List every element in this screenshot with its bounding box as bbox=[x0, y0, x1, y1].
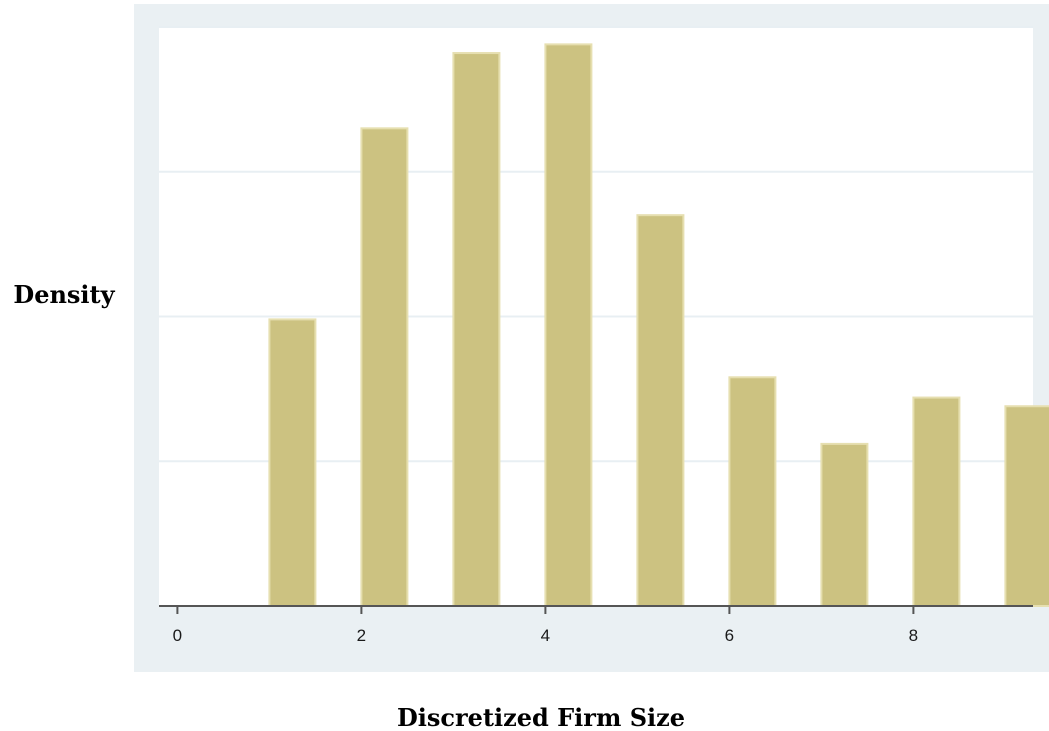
y-axis-label: Density bbox=[13, 280, 115, 309]
bar bbox=[544, 43, 593, 608]
x-tick-label: 2 bbox=[357, 626, 366, 645]
x-tick-label: 0 bbox=[173, 626, 182, 645]
bar bbox=[912, 396, 961, 607]
bar bbox=[1004, 405, 1049, 607]
bar bbox=[728, 376, 777, 608]
bar bbox=[452, 52, 501, 608]
bar bbox=[820, 442, 869, 607]
x-tick-label: 8 bbox=[909, 626, 918, 645]
x-tick-label: 6 bbox=[725, 626, 734, 645]
bar bbox=[268, 318, 317, 607]
bar bbox=[636, 214, 685, 608]
x-ticks: 0 2 4 6 8 bbox=[173, 606, 918, 645]
x-tick-label: 4 bbox=[541, 626, 550, 645]
bar bbox=[360, 127, 409, 607]
x-axis-label: Discretized Firm Size bbox=[397, 703, 685, 731]
